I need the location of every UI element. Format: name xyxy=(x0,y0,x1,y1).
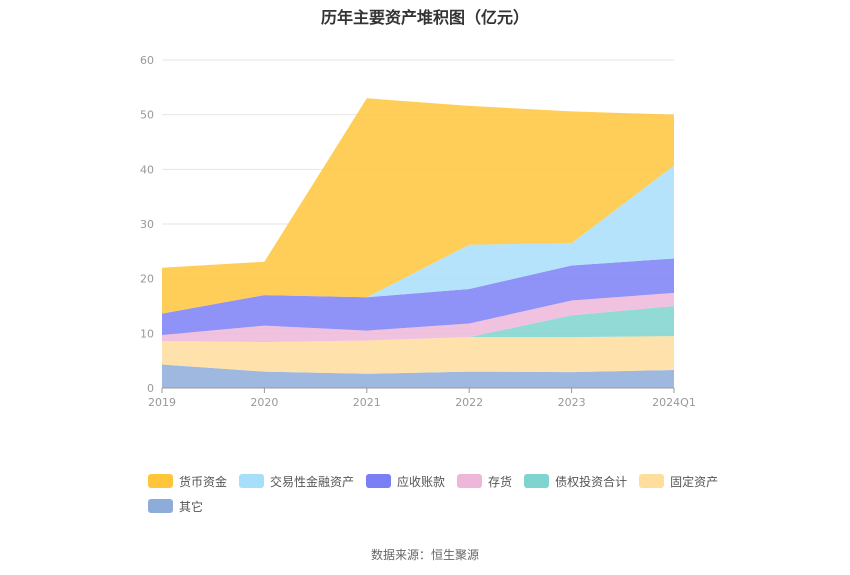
x-tick-label: 2022 xyxy=(455,396,483,409)
area-series xyxy=(162,336,674,374)
legend-label: 货币资金 xyxy=(179,474,228,489)
legend-swatch xyxy=(148,499,173,513)
area-series xyxy=(162,292,674,343)
legend-label: 其它 xyxy=(179,499,204,514)
legend-swatch xyxy=(639,474,665,488)
legend-item[interactable]: 固定资产 xyxy=(639,472,718,490)
y-tick-label: 60 xyxy=(140,54,154,67)
y-tick-label: 50 xyxy=(140,109,154,122)
x-tick-label: 2019 xyxy=(148,396,176,409)
legend-label: 固定资产 xyxy=(670,474,719,489)
area-series xyxy=(162,98,674,314)
x-tick-label: 2021 xyxy=(353,396,381,409)
legend-label: 应收账款 xyxy=(397,474,446,489)
axes: 0 10 20 30 40 50 60 2019 2020 2021 2022 2023 2024Q1 xyxy=(140,54,696,409)
chart-title: 历年主要资产堆积图（亿元） xyxy=(320,8,529,27)
y-tick-label: 0 xyxy=(147,382,154,395)
legend-label: 存货 xyxy=(488,474,513,489)
x-tick-label: 2024Q1 xyxy=(652,396,696,409)
y-tick-label: 40 xyxy=(140,163,154,176)
y-tick-label: 20 xyxy=(140,273,154,286)
legend: 货币资金 交易性金融资产 应收账款 存货 债权投资合计 固定资产其它 xyxy=(148,472,748,522)
area-series xyxy=(162,258,674,335)
x-tick-label: 2020 xyxy=(250,396,278,409)
area-series xyxy=(162,165,674,314)
y-tick-label: 10 xyxy=(140,327,154,340)
legend-item[interactable]: 交易性金融资产 xyxy=(239,472,354,490)
x-tick-label: 2023 xyxy=(558,396,586,409)
legend-item[interactable]: 其它 xyxy=(148,497,203,515)
y-tick-label: 30 xyxy=(140,218,154,231)
data-source-note: 数据来源：恒生聚源 xyxy=(370,548,479,562)
legend-item[interactable]: 存货 xyxy=(457,472,512,490)
legend-item[interactable]: 应收账款 xyxy=(366,472,445,490)
legend-label: 交易性金融资产 xyxy=(270,474,355,489)
legend-swatch xyxy=(148,474,173,488)
area-series-group xyxy=(162,98,674,388)
legend-swatch xyxy=(457,474,483,488)
legend-label: 债权投资合计 xyxy=(555,474,628,489)
legend-item[interactable]: 债权投资合计 xyxy=(524,472,627,490)
legend-swatch xyxy=(366,474,392,488)
legend-swatch xyxy=(239,474,265,488)
area-series xyxy=(162,364,674,388)
area-series xyxy=(162,306,674,343)
legend-swatch xyxy=(524,474,550,488)
legend-item[interactable]: 货币资金 xyxy=(148,472,227,490)
